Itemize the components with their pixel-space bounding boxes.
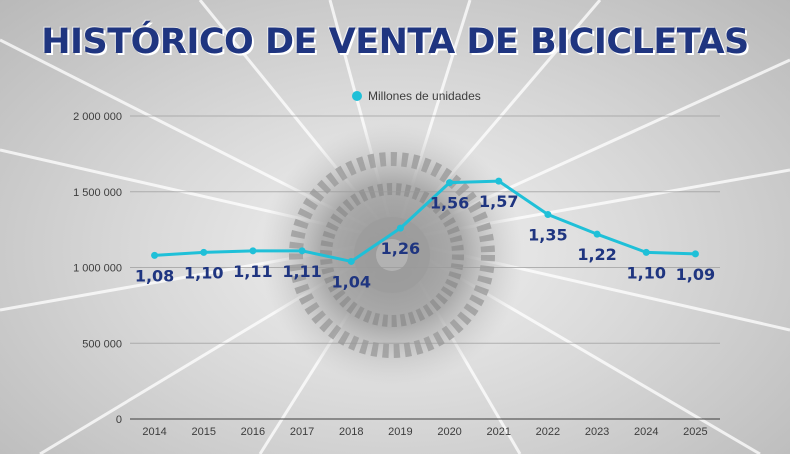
legend-label: Millones de unidades xyxy=(368,89,481,103)
data-label: 1,08 xyxy=(135,266,174,285)
x-tick-label: 2025 xyxy=(683,426,707,438)
data-point xyxy=(446,179,454,187)
x-tick-label: 2016 xyxy=(241,426,265,438)
series-line xyxy=(154,179,696,263)
data-point xyxy=(347,257,355,265)
data-label: 1,11 xyxy=(233,262,272,281)
data-point xyxy=(691,250,699,258)
y-tick-label: 2 000 000 xyxy=(73,111,122,123)
data-point xyxy=(298,247,306,255)
data-point xyxy=(396,224,404,232)
legend: Millones de unidades xyxy=(352,89,481,103)
data-point xyxy=(544,210,552,218)
x-tick-label: 2023 xyxy=(585,426,609,438)
x-tick-label: 2017 xyxy=(290,426,314,438)
data-label: 1,56 xyxy=(430,194,469,213)
legend-marker xyxy=(352,91,362,101)
x-tick-label: 2018 xyxy=(339,426,363,438)
data-label: 1,26 xyxy=(381,239,420,258)
x-tick-label: 2019 xyxy=(388,426,412,438)
x-axis-ticks: 2014 2015 2016 2017 2018 2019 2020 2021 2022 2023… xyxy=(142,426,707,438)
data-point xyxy=(642,248,650,256)
x-tick-label: 2020 xyxy=(437,426,461,438)
data-label: 1,04 xyxy=(332,272,371,291)
data-label: 1,11 xyxy=(282,262,321,281)
data-point xyxy=(249,247,257,255)
x-tick-label: 2015 xyxy=(192,426,216,438)
gridlines xyxy=(130,115,720,344)
y-tick-label: 0 xyxy=(116,414,122,426)
y-tick-label: 500 000 xyxy=(82,338,122,350)
series-millones-de-unidades xyxy=(151,177,699,265)
data-point xyxy=(593,230,601,238)
y-axis: 0 500 000 1 000 000 1 500 000 2 000 000 xyxy=(73,111,122,426)
data-label: 1,57 xyxy=(479,192,518,211)
data-point xyxy=(151,251,159,259)
x-tick-label: 2014 xyxy=(142,426,166,438)
x-tick-label: 2022 xyxy=(536,426,560,438)
x-tick-label: 2021 xyxy=(487,426,511,438)
data-label: 1,10 xyxy=(627,263,666,282)
data-point xyxy=(200,248,208,256)
y-tick-label: 1 500 000 xyxy=(73,187,122,199)
data-label: 1,22 xyxy=(577,245,616,264)
data-label: 1,10 xyxy=(184,263,223,282)
data-point xyxy=(495,177,503,185)
data-label: 1,09 xyxy=(676,265,715,284)
chart-title: HISTÓRICO DE VENTA DE BICICLETAS xyxy=(41,22,749,62)
x-tick-label: 2024 xyxy=(634,426,658,438)
y-tick-label: 1 000 000 xyxy=(73,263,122,275)
data-labels: 1,08 1,10 1,11 1,11 1,04 1,26 1,56 1,57 1,35 1,22… xyxy=(135,192,715,291)
data-label: 1,35 xyxy=(528,225,567,244)
